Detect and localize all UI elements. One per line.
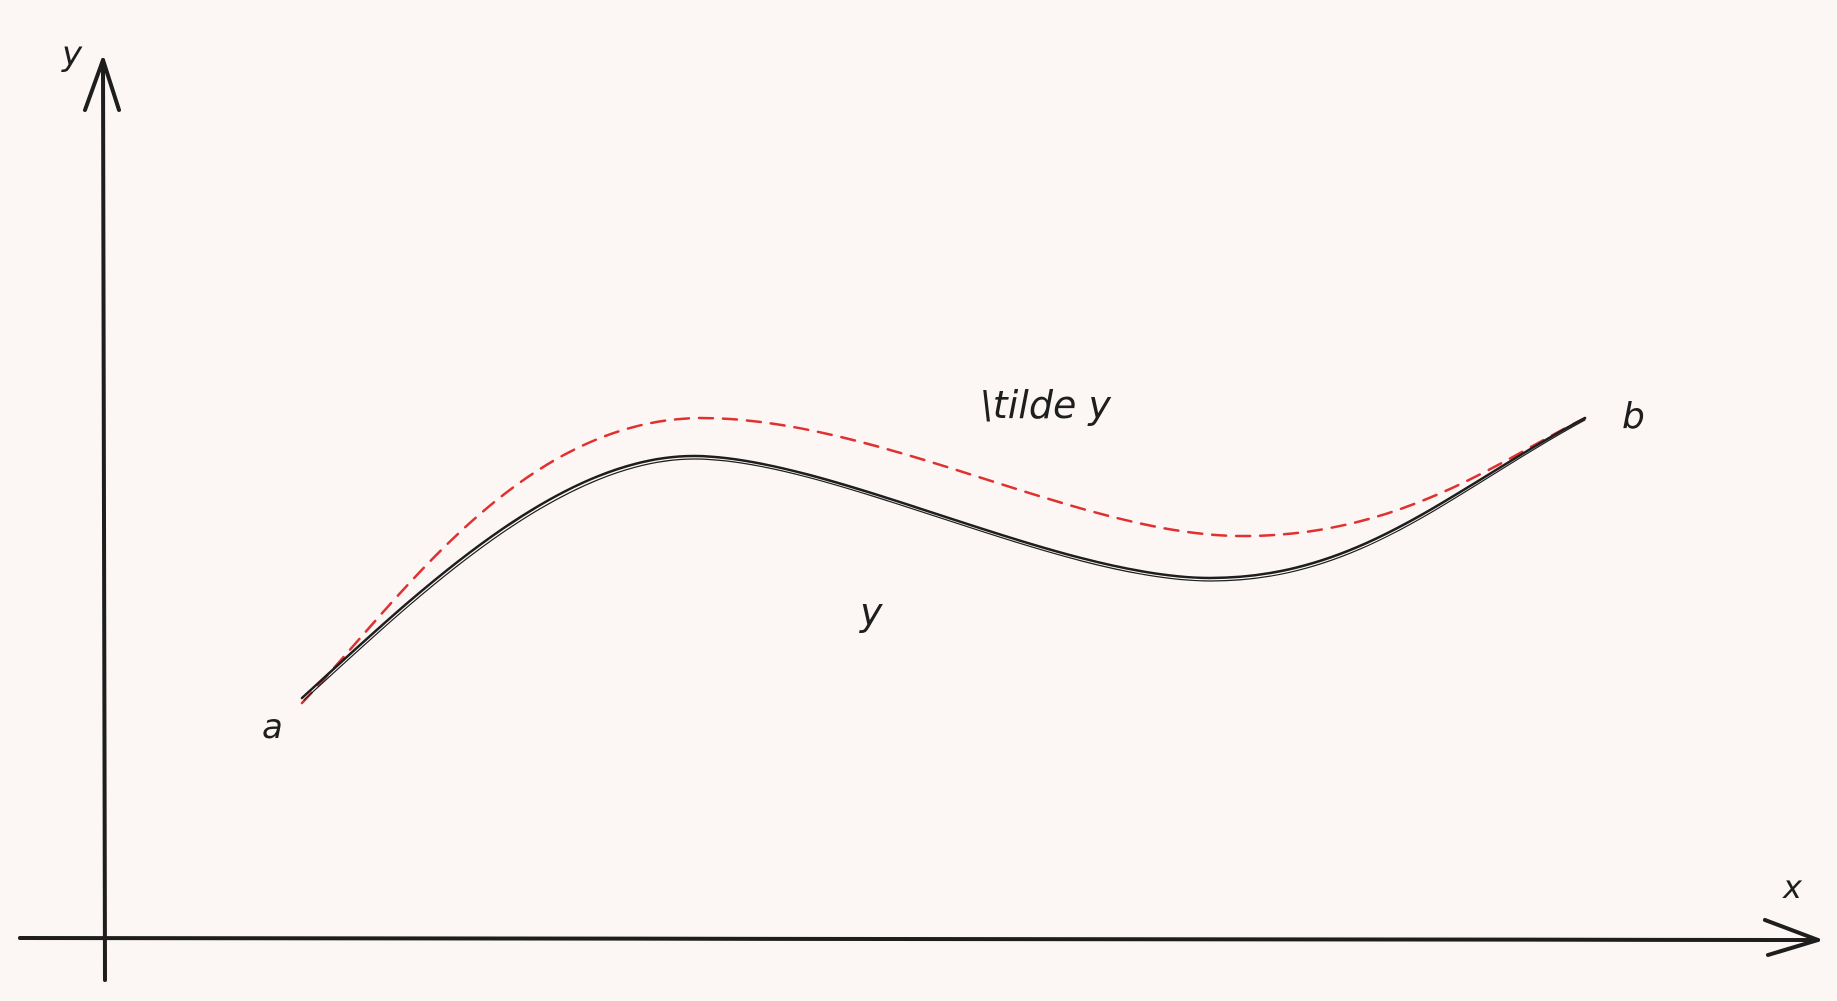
y-axis-label: y (61, 34, 83, 74)
x-axis-arrowhead (1763, 918, 1820, 957)
tilde-y-curve (300, 416, 1587, 705)
x-axis-line (18, 936, 1820, 942)
y-curve (300, 416, 1587, 700)
x-axis (18, 918, 1820, 957)
y-axis (83, 58, 121, 982)
x-axis-label: x (1782, 868, 1803, 906)
y-curve-second-stroke (303, 419, 1586, 701)
y-curve-label: y (859, 590, 883, 634)
end-point-label: b (1622, 396, 1645, 437)
y-axis-arrowhead (83, 58, 121, 112)
start-point-label: a (262, 707, 283, 747)
y-axis-line (101, 58, 107, 982)
tilde-y-label: \tilde y (980, 383, 1111, 427)
